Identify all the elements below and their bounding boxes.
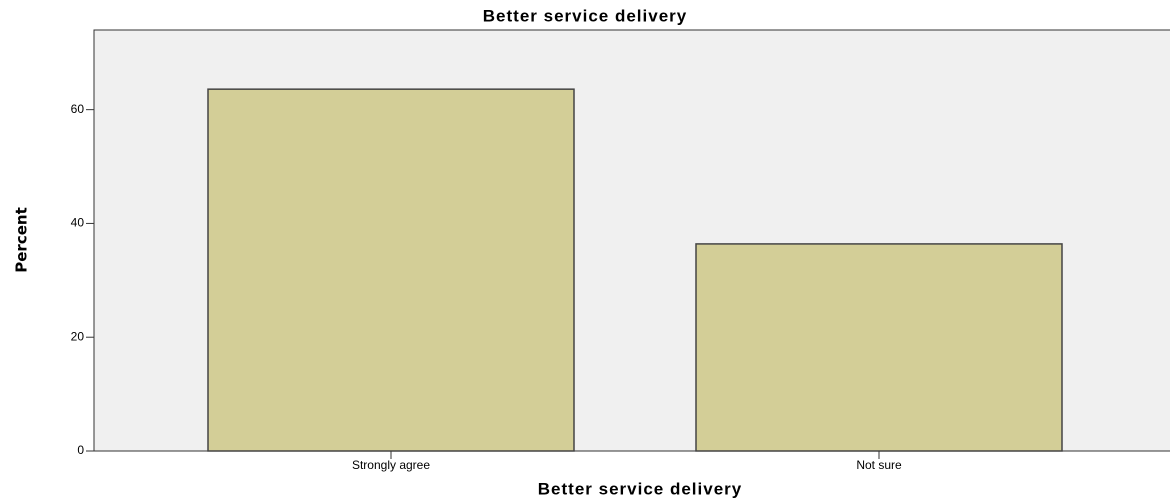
- x-axis-title: Better service delivery: [538, 479, 742, 498]
- bar: [695, 243, 1063, 452]
- bar: [207, 88, 575, 452]
- y-tick-label: 0: [77, 443, 84, 457]
- chart-title: Better service delivery: [483, 6, 687, 25]
- y-tick-label: 60: [71, 102, 85, 116]
- y-axis-title: Percent: [13, 207, 31, 272]
- y-tick-label: 40: [71, 216, 85, 230]
- x-tick-label: Strongly agree: [352, 458, 430, 472]
- y-tick-label: 20: [71, 329, 85, 343]
- x-tick-label: Not sure: [856, 458, 902, 472]
